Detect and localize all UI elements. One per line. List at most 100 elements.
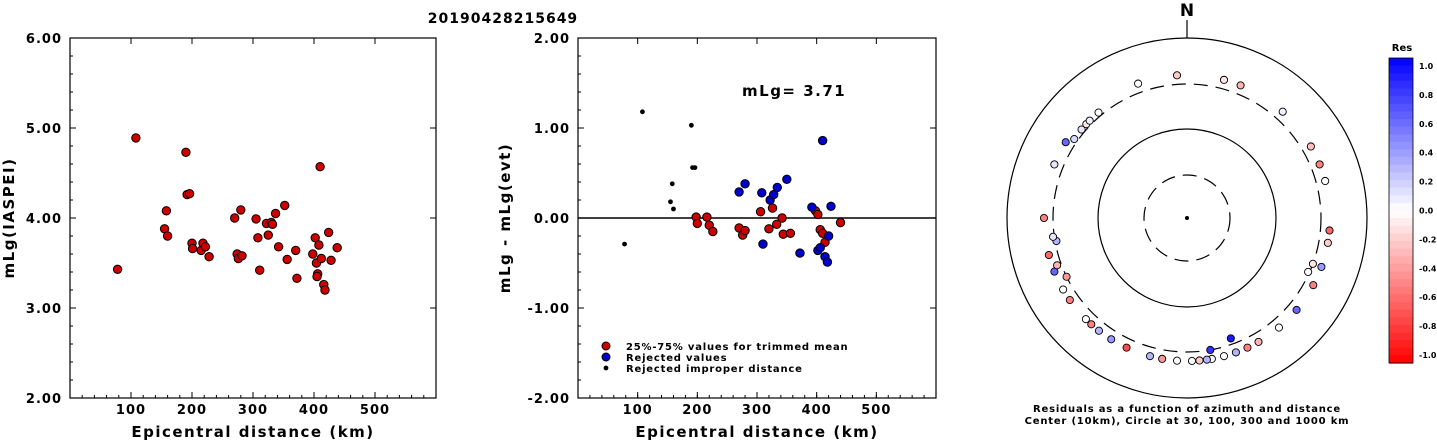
x-axis-label: Epicentral distance (km)	[635, 423, 878, 441]
rejected-point	[782, 174, 792, 185]
residual-point	[1158, 354, 1167, 363]
residual-point	[1274, 323, 1283, 332]
y-tick-label: 4.00	[26, 212, 62, 227]
colorbar-cell	[1389, 119, 1413, 128]
legend-label: 25%-75% values for trimmed mean	[626, 342, 848, 353]
residual-point	[1195, 356, 1204, 365]
y-tick-label: 2.00	[26, 392, 62, 407]
x-tick-label: 100	[623, 403, 653, 418]
colorbar-cell	[1389, 202, 1413, 212]
rejected-point	[772, 182, 782, 193]
colorbar-cell	[1389, 302, 1413, 311]
y-tick-label: 2.00	[534, 32, 570, 47]
residual-point	[1231, 348, 1240, 357]
rejected-point	[826, 201, 836, 212]
colorbar-tick-label: 0.0	[1419, 207, 1434, 216]
data-point	[267, 219, 278, 230]
figure-title: 20190428215649	[428, 11, 578, 27]
data-point	[332, 243, 342, 253]
improper-distance-point	[671, 206, 676, 212]
colorbar-cell	[1389, 286, 1413, 295]
colorbar-cell	[1389, 279, 1413, 288]
data-point	[200, 242, 211, 252]
colorbar-cell	[1389, 347, 1413, 356]
residual-point	[1050, 160, 1059, 169]
data-point	[204, 252, 214, 262]
colorbar-cell	[1389, 157, 1413, 166]
residual-point	[1053, 261, 1062, 270]
colorbar-cell	[1389, 195, 1413, 204]
residual-point	[1325, 226, 1334, 235]
colorbar-tick-label: 0.8	[1419, 91, 1434, 100]
residual-point	[1145, 352, 1155, 361]
trimmed-mean-point	[771, 219, 782, 230]
residual-point	[1315, 160, 1324, 169]
data-point	[323, 227, 334, 238]
data-point	[162, 231, 173, 241]
colorbar-cell	[1389, 58, 1413, 67]
magnitude-vs-distance-chart: 100 200 300 400 500 2.00 3.00 4.00 5.00 6.00 Epic…	[0, 32, 437, 441]
x-tick-label: 200	[177, 403, 207, 418]
trimmed-mean-point	[740, 225, 750, 236]
data-point	[312, 271, 322, 282]
rejected-point	[817, 135, 828, 146]
colorbar-cell	[1389, 241, 1413, 250]
data-point	[131, 133, 141, 143]
colorbar-tick-label: -1.0	[1419, 351, 1437, 360]
data-point	[314, 240, 324, 250]
residual-point	[1044, 250, 1053, 260]
colorbar-tick-label: 0.4	[1419, 149, 1434, 158]
residual-point	[1206, 345, 1215, 355]
improper-distance-point	[640, 109, 645, 115]
rejected-point	[757, 188, 767, 198]
x-tick-label: 500	[861, 403, 891, 418]
data-point	[273, 242, 284, 252]
colorbar-tick-label: 1.0	[1419, 62, 1434, 71]
rejected-point	[795, 248, 805, 258]
data-point	[320, 285, 330, 295]
colorbar-cell	[1389, 141, 1413, 151]
residual-point	[1308, 259, 1317, 268]
colorbar-cell	[1389, 65, 1413, 74]
rejected-point	[807, 202, 817, 212]
legend-marker	[601, 352, 611, 362]
residual-point	[1094, 326, 1103, 335]
trimmed-mean-point	[813, 209, 823, 220]
colorbar-cell	[1389, 172, 1413, 181]
colorbar-cell	[1389, 111, 1413, 120]
colorbar-cell	[1389, 96, 1413, 105]
residual-point	[1061, 138, 1070, 147]
colorbar-cell	[1389, 126, 1413, 135]
residual-point	[1219, 352, 1229, 361]
data-point	[292, 273, 302, 283]
residual-point	[1309, 281, 1318, 290]
trimmed-mean-point	[767, 203, 778, 213]
improper-distance-point	[668, 199, 673, 205]
residual-point	[1226, 334, 1235, 343]
colorbar-cell	[1389, 340, 1413, 349]
data-point	[255, 265, 265, 275]
trimmed-mean-point	[777, 213, 787, 223]
colorbar-title: Res	[1392, 43, 1412, 54]
x-tick-label: 300	[238, 403, 268, 418]
y-tick-label: -2.00	[528, 392, 570, 407]
improper-distance-point	[622, 241, 627, 247]
residual-point	[1065, 295, 1074, 305]
data-point	[112, 264, 123, 274]
residual-point	[1134, 79, 1143, 88]
circle-1000km	[1006, 37, 1368, 399]
colorbar-cell	[1389, 180, 1413, 189]
colorbar-tick-label: -0.4	[1419, 264, 1437, 273]
data-point	[315, 162, 325, 172]
data-point	[181, 147, 191, 158]
residual-point	[1292, 305, 1301, 314]
improper-distance-point	[688, 122, 694, 128]
colorbar-cell	[1389, 233, 1413, 242]
residual-point	[1243, 343, 1252, 352]
residual-point	[1254, 337, 1263, 346]
azimuth-residual-chart: N Residuals as a function of azimuth and…	[1006, 1, 1368, 427]
colorbar-cell	[1389, 324, 1413, 334]
colorbar-cell	[1389, 210, 1413, 219]
circle-30km	[1143, 174, 1231, 262]
colorbar-cell	[1389, 317, 1413, 326]
